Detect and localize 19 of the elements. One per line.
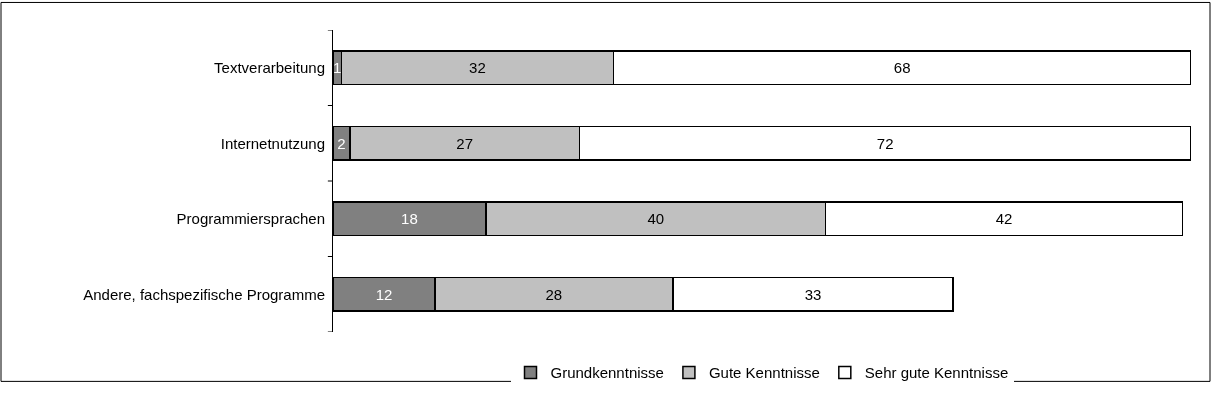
data-label: 42 [995,210,1013,228]
data-label: 33 [804,285,822,303]
legend-label: Grundkenntnisse [550,364,664,382]
data-label: 18 [401,210,418,228]
data-label: 68 [893,59,911,77]
data-label: 1 [333,59,342,77]
data-label: 40 [647,210,665,228]
data-label: 32 [469,59,486,77]
legend-label: Gute Kenntnisse [708,364,820,382]
data-label: 12 [375,285,393,303]
y-tick-label: Andere, fachspezifische Programme [83,285,325,303]
data-label: 2 [337,134,346,152]
y-tick-label: Programmiersprachen [176,210,325,227]
legend-label: Sehr gute Kenntnisse [864,364,1009,382]
y-tick-label: Internetnutzung [220,134,325,152]
data-label: 28 [545,285,563,303]
y-tick-label: Textverarbeitung [214,59,325,76]
data-label: 27 [456,134,474,152]
data-label: 72 [876,134,894,152]
